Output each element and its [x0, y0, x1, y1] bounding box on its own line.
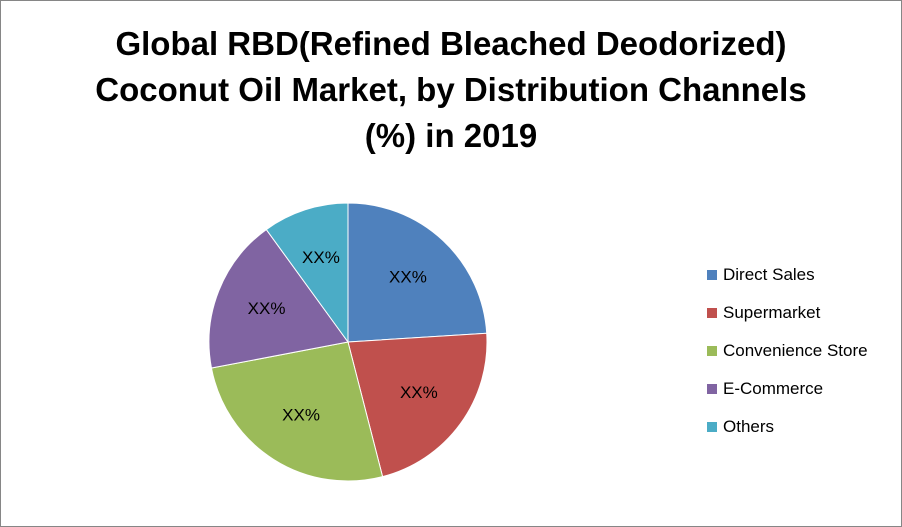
data-label-direct-sales: XX% [389, 268, 427, 287]
legend-item-e-commerce: E-Commerce [707, 370, 868, 408]
legend-swatch-others [707, 422, 717, 432]
chart-title-line-3: (%) in 2019 [364, 117, 538, 154]
pie-slice-direct-sales [347, 202, 488, 343]
data-label-convenience-store: XX% [282, 405, 320, 424]
pie-slice-others [265, 202, 349, 344]
legend-swatch-supermarket [707, 308, 717, 318]
chart-title: Global RBD(Refined Bleached Deodorized) … [1, 21, 901, 159]
legend: Direct Sales Supermarket Convenience Store… [707, 256, 868, 446]
legend-item-direct-sales: Direct Sales [707, 256, 868, 294]
data-label-supermarket: XX% [400, 383, 438, 402]
chart-title-line-2: Coconut Oil Market, by Distribution Chan… [95, 71, 807, 108]
data-label-e-commerce: XX% [248, 299, 286, 318]
legend-label-others: Others [723, 417, 775, 436]
legend-item-convenience-store: Convenience Store [707, 332, 868, 370]
legend-label-direct-sales: Direct Sales [723, 265, 815, 284]
legend-swatch-convenience-store [707, 346, 717, 356]
pie-slice-supermarket [347, 332, 488, 478]
pie-slice-convenience-store [210, 341, 384, 482]
legend-swatch-direct-sales [707, 270, 717, 280]
legend-label-supermarket: Supermarket [723, 303, 821, 322]
legend-item-others: Others [707, 408, 868, 446]
pie-slice-e-commerce [208, 228, 349, 369]
data-label-others: XX% [302, 248, 340, 267]
legend-label-convenience-store: Convenience Store [723, 341, 868, 360]
chart-title-line-1: Global RBD(Refined Bleached Deodorized) [115, 25, 787, 62]
legend-swatch-e-commerce [707, 384, 717, 394]
legend-item-supermarket: Supermarket [707, 294, 868, 332]
legend-label-e-commerce: E-Commerce [723, 379, 824, 398]
